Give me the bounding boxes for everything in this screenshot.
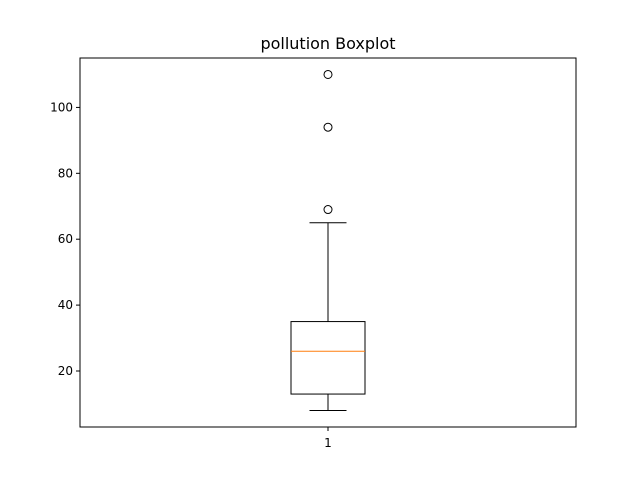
iqr-box	[290, 321, 366, 395]
y-tick-label: 20	[58, 364, 73, 378]
y-axis: 20 40 60 80 100	[50, 100, 80, 378]
outlier-point	[323, 205, 333, 215]
box-group	[290, 69, 366, 412]
y-tick-label: 80	[58, 166, 73, 180]
y-tick-label: 100	[50, 100, 73, 114]
y-tick-label: 60	[58, 232, 73, 246]
x-axis: 1	[324, 427, 332, 450]
x-tick-label: 1	[324, 436, 332, 450]
plot-area	[290, 69, 366, 412]
outlier-point	[323, 122, 333, 132]
y-tick-label: 40	[58, 298, 73, 312]
outlier-point	[323, 69, 333, 79]
chart-title: pollution Boxplot	[260, 34, 395, 53]
